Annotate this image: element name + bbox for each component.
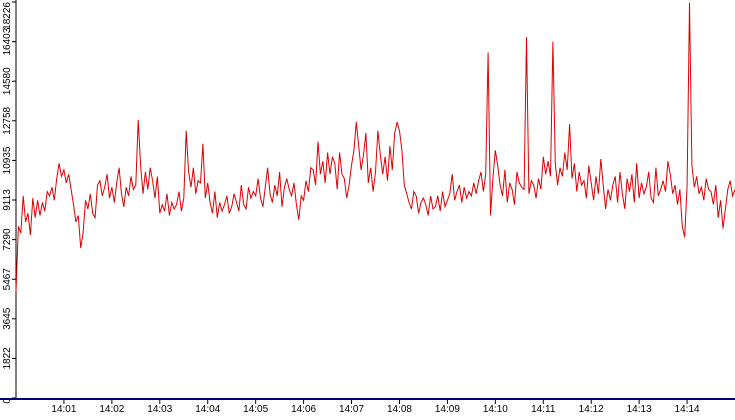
y-tick-label: 1822 xyxy=(2,347,13,370)
x-tick-label: 14:14 xyxy=(675,404,700,415)
x-tick-label: 14:11 xyxy=(531,404,556,415)
x-tick-label: 14:13 xyxy=(627,404,652,415)
x-tick-label: 14:03 xyxy=(147,404,172,415)
x-tick-label: 14:07 xyxy=(339,404,364,415)
x-axis-bar xyxy=(0,398,735,400)
x-tick-label: 14:10 xyxy=(483,404,508,415)
y-tick-label: 18226 xyxy=(2,2,13,30)
y-tick-label: 0 xyxy=(2,398,13,404)
x-tick-label: 14:08 xyxy=(387,404,412,415)
x-tick-label: 14:04 xyxy=(195,404,220,415)
y-tick-label: 5467 xyxy=(2,268,13,291)
y-tick-label: 3645 xyxy=(2,307,13,330)
y-tick-label: 10935 xyxy=(2,146,13,174)
x-tick-label: 14:05 xyxy=(243,404,268,415)
y-tick-label: 7290 xyxy=(2,228,13,251)
y-tick-label: 12758 xyxy=(2,106,13,134)
x-tick-label: 14:02 xyxy=(99,404,124,415)
x-tick-label: 14:12 xyxy=(579,404,604,415)
y-tick-label: 9113 xyxy=(2,189,13,211)
y-tick-label: 14580 xyxy=(2,67,13,95)
y-axis-ticks: 0 1822 3645 5467 7290 9113 10935 12758 14580 1640… xyxy=(2,1,16,404)
y-tick-label: 16403 xyxy=(2,27,13,55)
series-line xyxy=(15,2,735,292)
x-tick-label: 14:06 xyxy=(291,404,316,415)
x-tick-label: 14:09 xyxy=(435,404,460,415)
x-tick-label: 14:01 xyxy=(51,404,76,415)
x-axis-ticks: 14:01 14:02 14:03 14:04 14:05 14:06 14:07 14:08… xyxy=(51,400,700,415)
